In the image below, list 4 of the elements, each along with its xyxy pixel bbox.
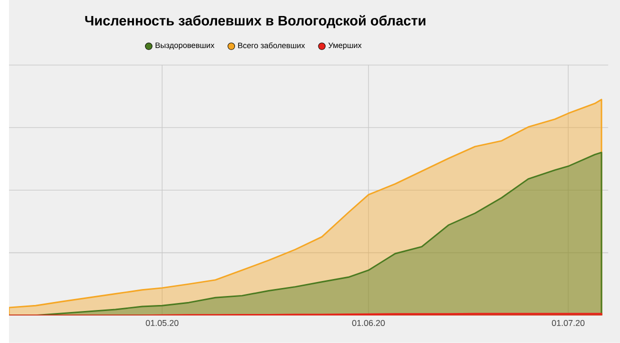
chart-title: Численность заболевших в Вологодской области — [85, 15, 426, 28]
x-tick-label: 01.07.20 — [552, 320, 584, 326]
x-tick-label: 01.05.20 — [146, 320, 178, 326]
x-tick-label: 01.06.20 — [352, 320, 385, 326]
